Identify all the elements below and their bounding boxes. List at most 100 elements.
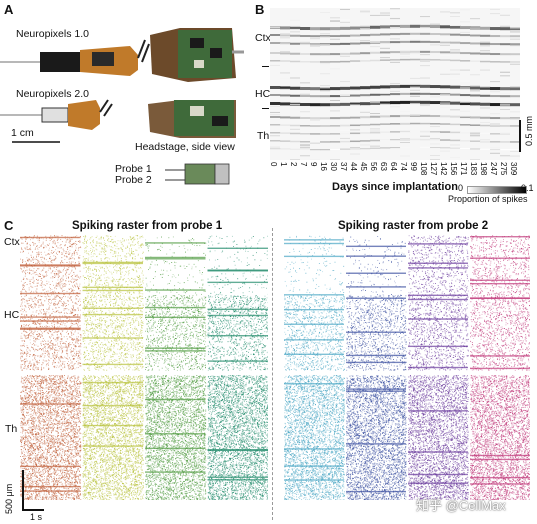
unit-band <box>20 264 81 265</box>
spike <box>71 276 72 277</box>
heatmap-cell <box>480 43 490 45</box>
spike <box>76 428 77 429</box>
spike <box>68 278 69 279</box>
spike <box>27 388 28 389</box>
spike <box>60 436 61 437</box>
spike <box>58 270 59 271</box>
spike <box>32 387 33 388</box>
spike <box>69 242 70 243</box>
spike <box>32 318 33 319</box>
heatmap-cell <box>390 93 400 95</box>
spike <box>24 353 25 354</box>
spike <box>27 492 28 493</box>
spike <box>30 319 31 320</box>
spike <box>32 481 33 482</box>
spike <box>71 470 72 471</box>
spike <box>57 310 58 311</box>
spike <box>41 331 42 332</box>
spike <box>79 358 80 359</box>
spike <box>53 285 54 286</box>
spike <box>29 445 30 446</box>
spike <box>28 334 29 335</box>
heatmap-cell <box>490 27 500 30</box>
spike <box>59 401 60 402</box>
spike <box>64 462 65 463</box>
spike <box>39 421 40 422</box>
heatmap-speckle <box>390 83 400 84</box>
spike <box>30 342 31 343</box>
spike <box>49 331 50 332</box>
spike <box>46 343 47 344</box>
spike <box>71 480 72 481</box>
spike <box>64 347 65 348</box>
spike <box>61 247 62 248</box>
heatmap-cell <box>340 53 350 55</box>
spike <box>33 409 34 410</box>
spike <box>59 307 60 308</box>
spike <box>65 308 66 309</box>
spike <box>54 322 55 323</box>
heatmap-speckle <box>300 155 310 156</box>
spike <box>35 249 36 250</box>
heatmap-speckle <box>300 148 310 149</box>
x-tick-labels: 0 1 2 7 9 16 30 37 44 45 56 63 64 74 99 108 127 142 156 171… <box>270 162 520 182</box>
heatmap-speckle <box>390 106 400 107</box>
spike <box>71 323 72 324</box>
spike <box>56 283 57 284</box>
spike <box>65 270 66 271</box>
spike <box>78 388 79 389</box>
spike <box>25 291 26 292</box>
spike <box>36 349 37 350</box>
spike <box>46 435 47 436</box>
heatmap-speckle <box>400 51 410 52</box>
spike <box>61 414 62 415</box>
heatmap-cell <box>410 41 420 43</box>
heatmap-speckle <box>380 93 390 94</box>
spike <box>41 401 42 402</box>
spike <box>54 349 55 350</box>
spike <box>46 459 47 460</box>
spike <box>36 438 37 439</box>
spike <box>57 236 58 237</box>
spike <box>46 240 47 241</box>
spike <box>38 254 39 255</box>
spike <box>35 274 36 275</box>
spike <box>31 469 32 470</box>
spike <box>29 447 30 448</box>
spike <box>44 482 45 483</box>
spike <box>59 366 60 367</box>
spike <box>76 303 77 304</box>
spike <box>36 367 37 368</box>
spike <box>26 358 27 359</box>
spike <box>57 267 58 268</box>
spike <box>59 301 60 302</box>
spike <box>26 263 27 264</box>
spike <box>79 278 80 279</box>
spike <box>42 402 43 403</box>
spike <box>54 291 55 292</box>
spike <box>29 436 30 437</box>
spike <box>44 345 45 346</box>
spike <box>26 439 27 440</box>
spike <box>33 277 34 278</box>
heatmap-cell <box>330 43 340 45</box>
spike <box>45 360 46 361</box>
spike <box>61 497 62 498</box>
spike <box>72 497 73 498</box>
spike <box>54 471 55 472</box>
heatmap-speckle <box>290 77 300 78</box>
spike <box>56 296 57 297</box>
spike <box>32 381 33 382</box>
heatmap-speckle <box>390 140 400 141</box>
spike <box>32 450 33 451</box>
spike <box>44 300 45 301</box>
spike <box>51 418 52 419</box>
heatmap-cell <box>480 125 490 127</box>
spike <box>50 348 51 349</box>
spike <box>59 448 60 449</box>
spike <box>34 446 35 447</box>
spike <box>78 364 79 365</box>
spike <box>67 478 68 479</box>
spike <box>77 275 78 276</box>
spike <box>36 484 37 485</box>
